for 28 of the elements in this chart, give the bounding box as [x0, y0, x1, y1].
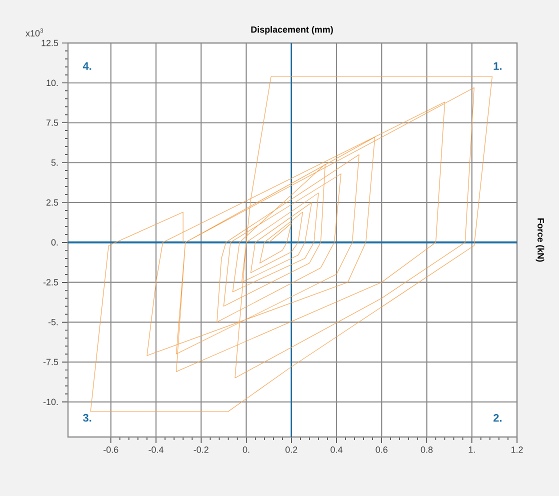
x-tick-label: -0.4: [148, 446, 164, 453]
y-tick-label: -2.5: [43, 279, 58, 286]
y-axis-title: Force (kN): [536, 218, 544, 262]
annotation: 1.: [494, 62, 502, 70]
y-tick-label: -10.: [43, 398, 58, 406]
annotation: 4.: [82, 62, 92, 70]
y-tick-label: 2.5: [46, 199, 58, 206]
y-tick-label: 7.5: [46, 120, 58, 126]
y-tick-label: 0.: [51, 239, 58, 246]
x-tick-label: 0.8: [420, 446, 433, 453]
x-tick-label: 0.2: [285, 446, 298, 453]
x-tick-label: -0.2: [194, 446, 208, 453]
annotation: 3.: [83, 414, 92, 422]
y-tick-label: -7.5: [43, 358, 58, 366]
x-tick-label: -0.6: [104, 446, 118, 453]
x-tick-label: 1.2: [511, 446, 523, 453]
y-tick-label: 12.5: [42, 40, 58, 46]
line-series: [90, 76, 492, 412]
x-tick-label: 0.4: [330, 446, 342, 453]
text: x10$^{3}$: [26, 28, 44, 36]
y-tick-label: 10.: [46, 80, 58, 86]
x-tick-label: 0.6: [376, 446, 388, 453]
x-tick-label: 1.: [468, 446, 475, 453]
y-tick-label: 5.: [51, 160, 58, 166]
y-tick-label: -5.: [48, 319, 58, 326]
annotation: 2.: [494, 414, 502, 422]
x-tick-label: 0.: [242, 446, 250, 453]
x-axis-title: Displacement (mm): [251, 26, 333, 34]
